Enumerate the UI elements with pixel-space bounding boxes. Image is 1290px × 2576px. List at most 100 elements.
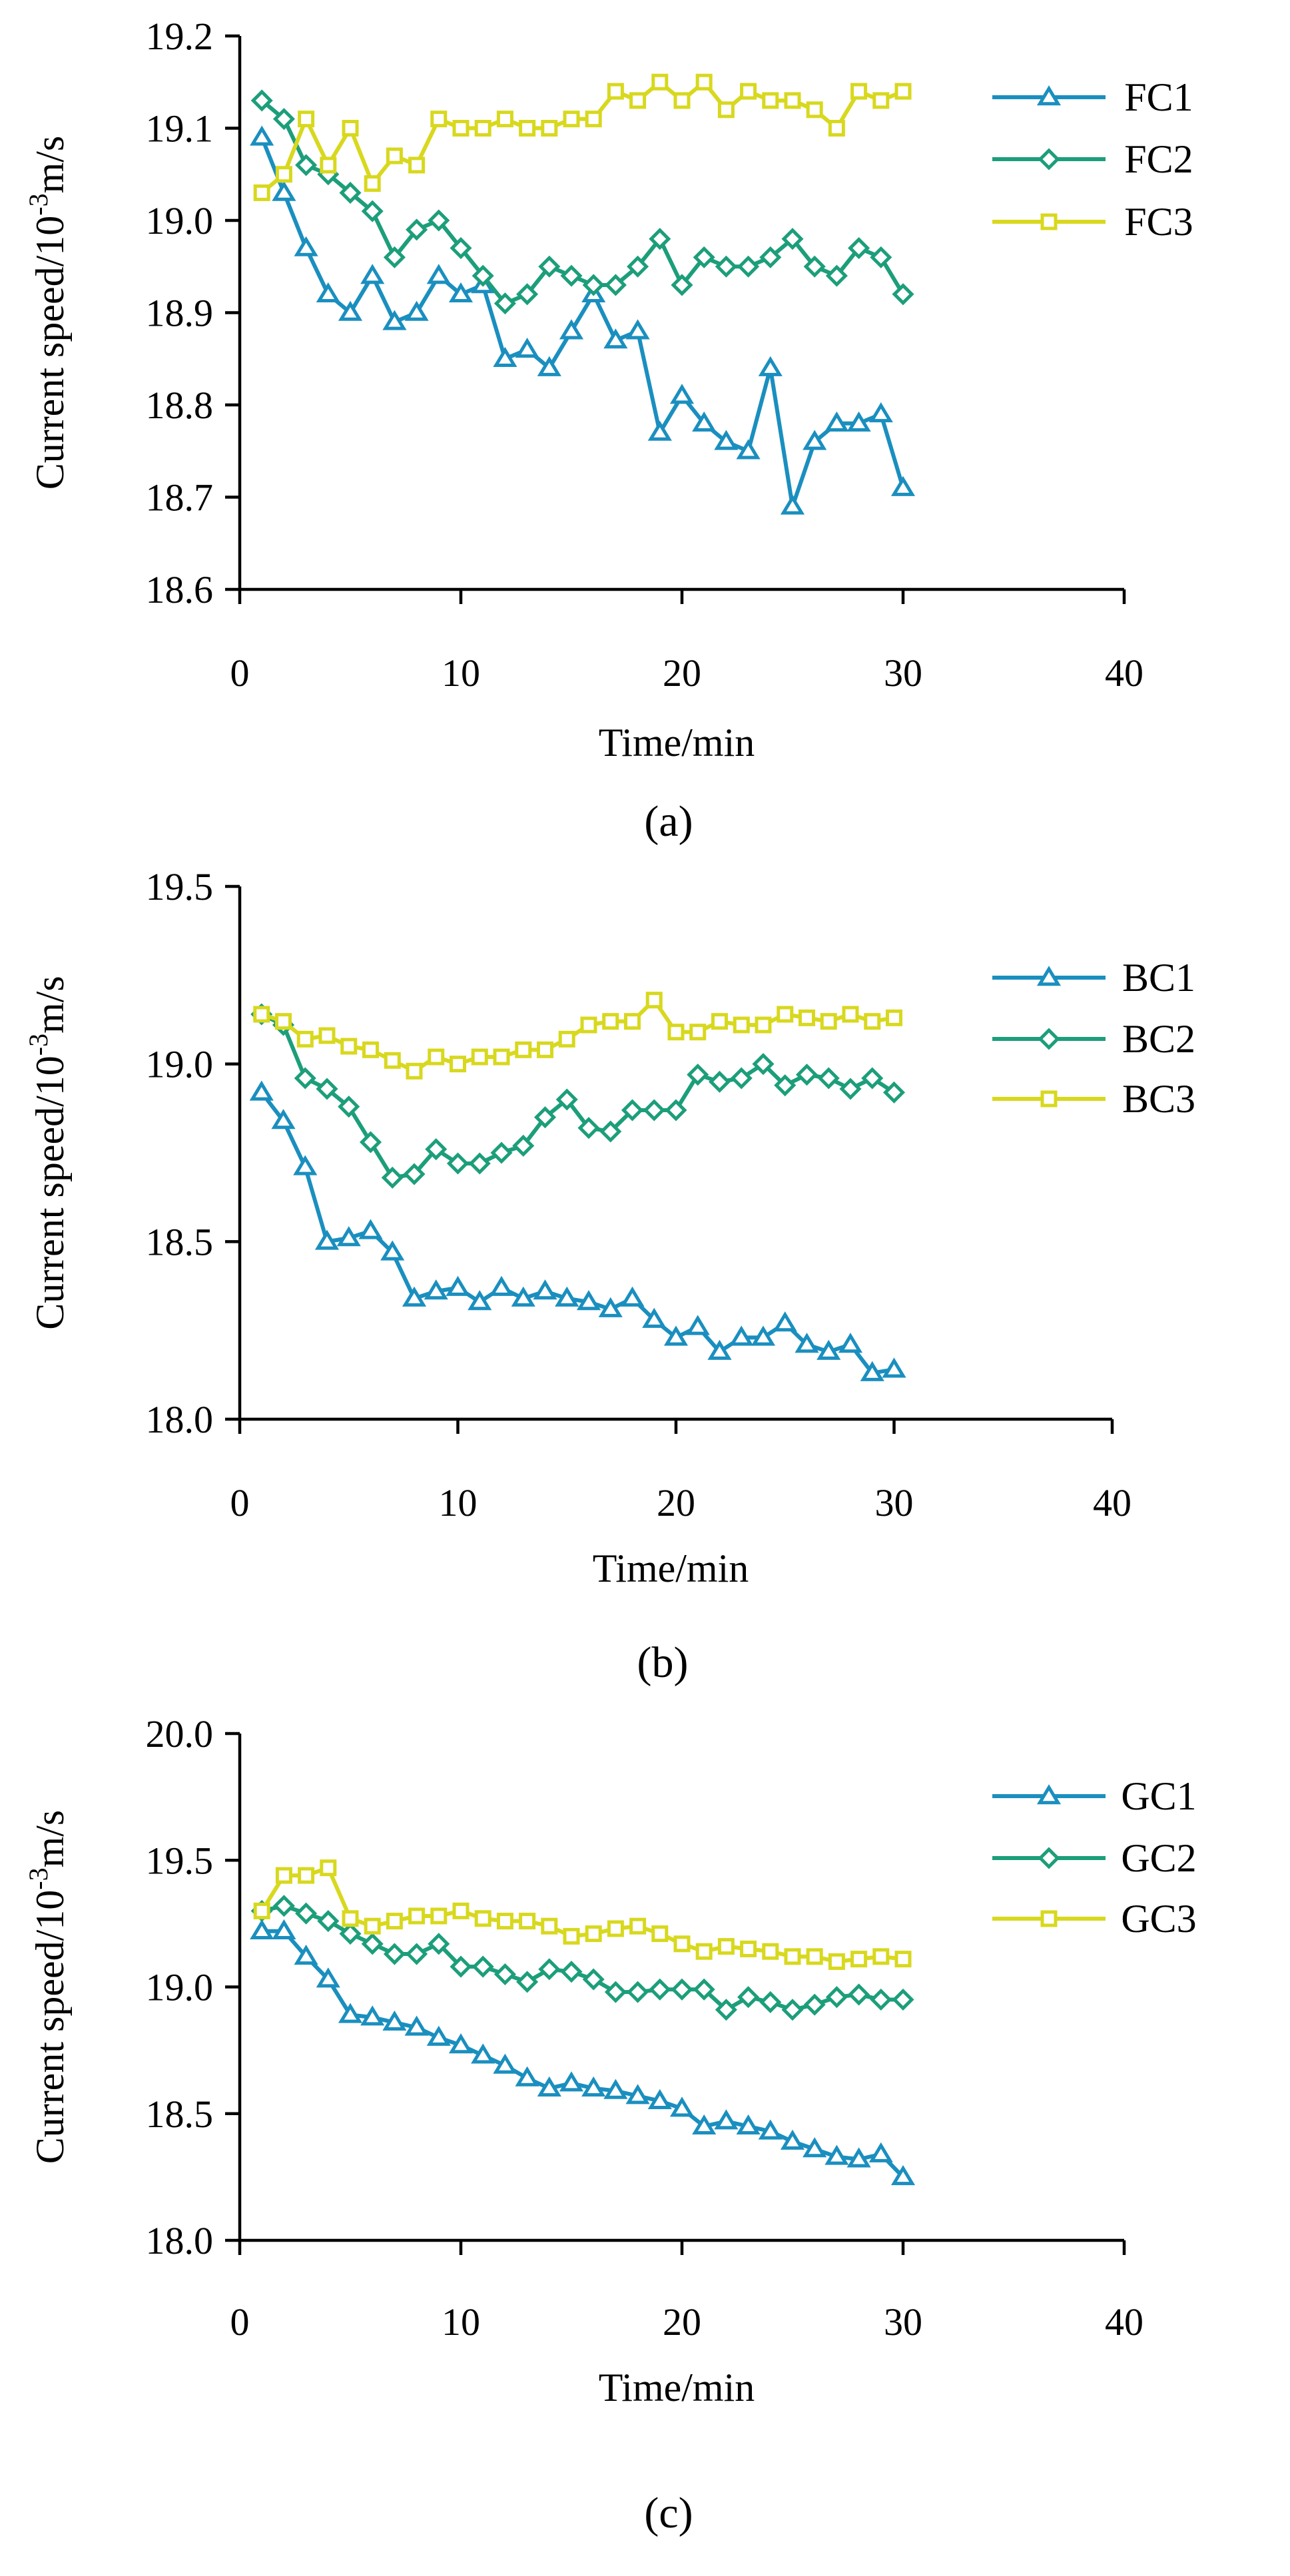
data-point-FC2 (649, 228, 671, 250)
data-point-BC1 (663, 1325, 689, 1346)
y-tick-label: 18.5 (146, 1220, 214, 1263)
data-point-FC1 (780, 494, 805, 515)
data-point-FC2 (870, 246, 892, 268)
data-point-FC2 (428, 209, 450, 232)
data-point-BC3 (450, 1056, 466, 1073)
y-tick-label: 18.7 (146, 476, 214, 519)
legend-label: BC2 (1122, 1017, 1195, 1061)
series-GC3 (253, 1859, 912, 1970)
series-line-GC1 (262, 1929, 905, 2178)
data-point-BC2 (795, 1064, 818, 1086)
data-point-GC1 (515, 2066, 539, 2087)
data-point-FC3 (474, 120, 491, 137)
data-point-FC1 (736, 439, 761, 460)
data-point-GC3 (519, 1913, 536, 1930)
data-point-GC2 (516, 1971, 539, 1993)
data-point-GC2 (604, 1981, 627, 2003)
data-point-FC3 (519, 120, 536, 137)
data-point-FC2 (272, 108, 295, 131)
data-point-BC1 (314, 1229, 340, 1250)
data-point-BC2 (468, 1152, 491, 1175)
data-point-GC1 (692, 2114, 717, 2135)
data-point-GC3 (320, 1859, 337, 1877)
data-point-GC3 (253, 1902, 270, 1919)
data-point-BC3 (777, 1006, 794, 1023)
data-point-FC3 (850, 83, 868, 100)
data-point-BC1 (751, 1325, 776, 1346)
data-point-GC1 (471, 2043, 495, 2064)
data-point-BC3 (886, 1009, 902, 1026)
data-point-BC1 (576, 1290, 601, 1311)
series-GC2 (250, 1895, 914, 2021)
data-point-BC3 (558, 1030, 575, 1048)
legend-label: FC3 (1124, 200, 1193, 244)
data-point-FC1 (272, 180, 296, 201)
data-point-GC1 (404, 2015, 429, 2036)
data-point-BC1 (816, 1339, 841, 1360)
data-point-FC1 (448, 282, 474, 303)
data-point-FC1 (559, 319, 584, 340)
data-point-BC3 (580, 1016, 597, 1034)
y-axis-title-unit: m/s (28, 1810, 72, 1868)
data-point-GC1 (537, 2076, 561, 2096)
data-point-FC3 (607, 83, 624, 100)
data-point-GC3 (762, 1943, 779, 1960)
data-point-FC2 (715, 255, 737, 278)
data-point-BC2 (708, 1070, 731, 1093)
data-point-GC2 (825, 1986, 848, 2009)
data-point-GC2 (295, 1902, 318, 1925)
data-point-FC1 (868, 402, 893, 423)
data-point-GC1 (758, 2119, 783, 2140)
data-point-GC3 (651, 1925, 669, 1943)
legend-label: GC2 (1121, 1836, 1196, 1880)
data-point-FC1 (537, 356, 561, 376)
legend-label: GC1 (1121, 1774, 1196, 1818)
legend-marker (1040, 1090, 1058, 1108)
panel-label: (a) (644, 797, 693, 846)
data-point-FC3 (740, 83, 757, 100)
x-tick-label: 30 (884, 2300, 922, 2344)
data-point-FC1 (493, 346, 517, 367)
data-point-BC2 (752, 1053, 775, 1076)
data-point-GC2 (870, 1988, 892, 2011)
data-point-FC3 (342, 120, 359, 137)
data-point-GC2 (383, 1943, 406, 1965)
data-point-FC1 (846, 411, 871, 432)
data-point-FC3 (320, 157, 337, 174)
data-point-GC1 (448, 2033, 474, 2054)
legend-marker (1040, 1910, 1058, 1927)
series-BC3 (253, 992, 902, 1080)
y-axis-title: Current speed/10-3m/s (23, 976, 72, 1330)
data-point-FC3 (408, 157, 426, 174)
data-point-FC2 (250, 89, 273, 112)
data-point-BC3 (842, 1006, 859, 1023)
legend-label: BC1 (1122, 956, 1195, 1000)
data-point-FC3 (386, 147, 403, 164)
legend-label: FC1 (1124, 75, 1193, 119)
data-point-FC1 (824, 411, 849, 432)
data-point-GC3 (563, 1927, 580, 1945)
data-point-GC1 (603, 2079, 628, 2099)
data-point-BC1 (358, 1219, 383, 1239)
data-point-FC3 (695, 73, 713, 91)
data-point-GC2 (560, 1961, 583, 1983)
x-tick-label: 10 (442, 651, 480, 695)
y-tick-label: 19.0 (146, 1966, 214, 2009)
data-point-BC3 (296, 1030, 314, 1048)
data-point-FC3 (806, 101, 823, 119)
data-point-BC1 (336, 1226, 361, 1247)
y-axis-title-exponent: -3 (23, 1867, 53, 1889)
legend-label: GC3 (1121, 1897, 1196, 1941)
series-BC1 (249, 1080, 906, 1381)
data-point-GC1 (272, 1919, 296, 1940)
data-point-FC1 (758, 356, 783, 376)
data-point-GC3 (629, 1917, 647, 1935)
data-point-BC3 (515, 1041, 532, 1058)
data-point-BC3 (406, 1062, 423, 1080)
data-point-FC1 (294, 236, 318, 256)
data-point-FC1 (382, 310, 407, 330)
legend-entry-GC3: GC3 (992, 1897, 1197, 1941)
data-point-BC3 (471, 1048, 488, 1066)
series-line-FC3 (260, 80, 904, 194)
